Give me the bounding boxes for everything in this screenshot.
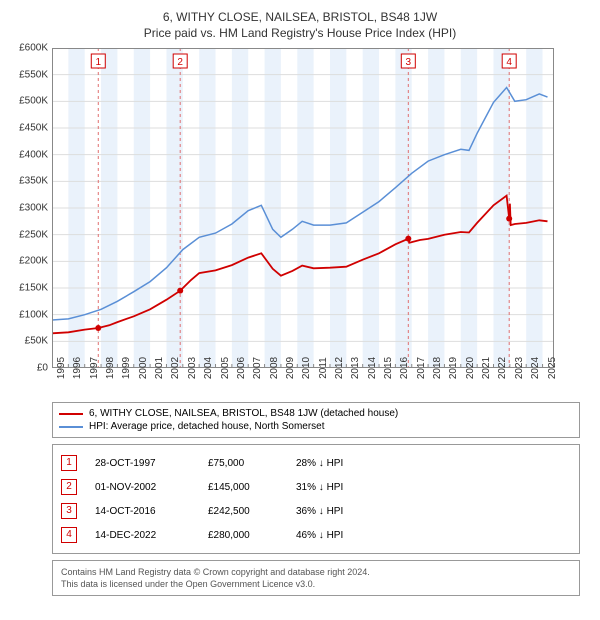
y-tick-label: £300K [19,203,52,214]
y-tick-label: £550K [19,69,52,80]
y-tick-label: £150K [19,283,52,294]
x-tick-label: 2005 [216,357,231,379]
legend-swatch [59,413,83,415]
event-date: 28-OCT-1997 [95,458,190,469]
event-marker: 4 [61,527,77,543]
legend-item: HPI: Average price, detached house, Nort… [59,420,573,433]
svg-text:2: 2 [177,57,183,68]
x-tick-label: 2024 [526,357,541,379]
x-tick-label: 2020 [461,357,476,379]
y-tick-label: £200K [19,256,52,267]
x-tick-label: 2013 [346,357,361,379]
x-tick-label: 2002 [166,357,181,379]
x-tick-label: 2022 [493,357,508,379]
title-subtitle: Price paid vs. HM Land Registry's House … [10,26,590,40]
event-marker: 1 [61,455,77,471]
svg-text:4: 4 [506,57,512,68]
event-price: £280,000 [208,530,278,541]
x-tick-label: 2025 [543,357,558,379]
x-tick-label: 1995 [52,357,67,379]
legend: 6, WITHY CLOSE, NAILSEA, BRISTOL, BS48 1… [52,402,580,438]
event-date: 14-DEC-2022 [95,530,190,541]
event-diff: 36% ↓ HPI [296,506,571,517]
event-date: 01-NOV-2002 [95,482,190,493]
x-tick-label: 2019 [444,357,459,379]
x-tick-label: 1999 [117,357,132,379]
legend-item: 6, WITHY CLOSE, NAILSEA, BRISTOL, BS48 1… [59,407,573,420]
x-tick-label: 2001 [150,357,165,379]
x-tick-label: 2008 [265,357,280,379]
event-row: 2 01-NOV-2002 £145,000 31% ↓ HPI [61,475,571,499]
events-table: 1 28-OCT-1997 £75,000 28% ↓ HPI 2 01-NOV-2002… [52,444,580,554]
y-tick-label: £50K [25,336,52,347]
event-diff: 28% ↓ HPI [296,458,571,469]
event-price: £75,000 [208,458,278,469]
attribution-line2: This data is licensed under the Open Gov… [61,578,571,590]
event-marker: 2 [61,479,77,495]
y-tick-label: £350K [19,176,52,187]
y-tick-label: £450K [19,123,52,134]
x-tick-label: 2007 [248,357,263,379]
x-tick-label: 2023 [510,357,525,379]
x-tick-label: 2006 [232,357,247,379]
attribution-line1: Contains HM Land Registry data © Crown c… [61,566,571,578]
event-date: 14-OCT-2016 [95,506,190,517]
chart-wrap: 1234 £0£50K£100K£150K£200K£250K£300K£350… [52,48,554,368]
y-tick-label: £600K [19,43,52,54]
x-tick-label: 2009 [281,357,296,379]
event-price: £145,000 [208,482,278,493]
x-tick-label: 2010 [297,357,312,379]
legend-swatch [59,426,83,428]
svg-text:1: 1 [95,57,101,68]
event-diff: 46% ↓ HPI [296,530,571,541]
svg-text:3: 3 [406,57,412,68]
x-tick-label: 2017 [412,357,427,379]
x-tick-label: 2018 [428,357,443,379]
legend-label: 6, WITHY CLOSE, NAILSEA, BRISTOL, BS48 1… [89,408,398,419]
event-price: £242,500 [208,506,278,517]
x-tick-label: 2003 [183,357,198,379]
y-tick-label: £500K [19,96,52,107]
y-tick-label: £250K [19,229,52,240]
chart-container: 6, WITHY CLOSE, NAILSEA, BRISTOL, BS48 1… [0,0,600,608]
event-row: 4 14-DEC-2022 £280,000 46% ↓ HPI [61,523,571,547]
title-address: 6, WITHY CLOSE, NAILSEA, BRISTOL, BS48 1… [10,10,590,24]
x-tick-label: 1998 [101,357,116,379]
x-tick-label: 2021 [477,357,492,379]
legend-label: HPI: Average price, detached house, Nort… [89,421,325,432]
attribution: Contains HM Land Registry data © Crown c… [52,560,580,596]
x-tick-label: 2011 [314,357,329,379]
event-diff: 31% ↓ HPI [296,482,571,493]
x-tick-label: 2000 [134,357,149,379]
x-tick-label: 2016 [395,357,410,379]
x-tick-label: 2004 [199,357,214,379]
price-chart: 1 2 3 4 [52,48,554,368]
event-row: 1 28-OCT-1997 £75,000 28% ↓ HPI [61,451,571,475]
x-tick-label: 1996 [68,357,83,379]
x-tick-label: 2014 [363,357,378,379]
x-tick-label: 2012 [330,357,345,379]
y-tick-label: £400K [19,149,52,160]
x-tick-label: 1997 [85,357,100,379]
event-marker: 3 [61,503,77,519]
event-row: 3 14-OCT-2016 £242,500 36% ↓ HPI [61,499,571,523]
y-tick-label: £0 [37,363,52,374]
x-tick-label: 2015 [379,357,394,379]
y-tick-label: £100K [19,309,52,320]
